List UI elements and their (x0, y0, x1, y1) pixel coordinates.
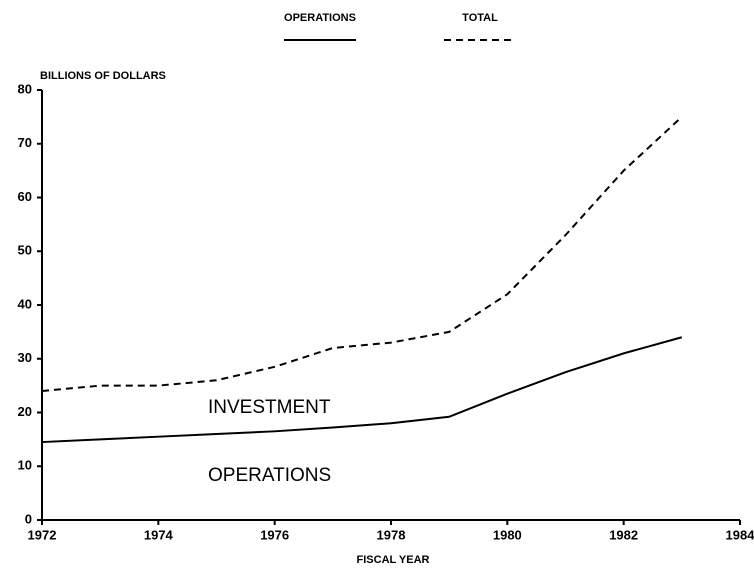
x-tick-label: 1984 (726, 527, 754, 542)
y-tick-label: 40 (18, 296, 32, 311)
y-axis-label: BILLIONS OF DOLLARS (40, 70, 166, 82)
y-tick-label: 60 (18, 189, 32, 204)
y-tick-label: 70 (18, 135, 32, 150)
x-tick-label: 1978 (377, 527, 406, 542)
y-tick-label: 20 (18, 404, 32, 419)
y-tick-label: 30 (18, 350, 32, 365)
x-tick-label: 1974 (144, 527, 174, 542)
y-tick-label: 80 (18, 81, 32, 96)
legend-label: OPERATIONS (284, 12, 356, 24)
data-line (41, 336, 683, 444)
annotation: OPERATIONS (208, 465, 331, 486)
x-tick-label: 1980 (493, 527, 522, 542)
y-tick-label: 50 (18, 243, 32, 258)
y-tick-label: 10 (18, 458, 32, 473)
y-tick-label: 0 (25, 511, 32, 526)
annotation: INVESTMENT (208, 397, 331, 418)
data-line (41, 116, 683, 392)
x-axis-label: FISCAL YEAR (357, 554, 430, 566)
legend-label: TOTAL (462, 12, 498, 24)
x-tick-label: 1976 (260, 527, 289, 542)
x-tick-label: 1972 (28, 527, 57, 542)
x-tick-label: 1982 (609, 527, 638, 542)
